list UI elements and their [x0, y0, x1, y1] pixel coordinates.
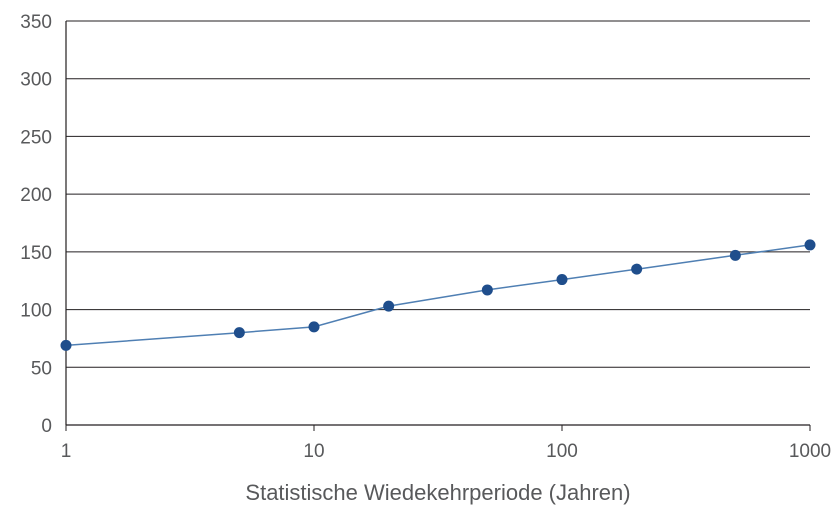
y-tick-label: 300	[20, 70, 52, 91]
series-line	[65, 244, 811, 347]
data-point	[383, 300, 395, 312]
x-axis-title: Statistische Wiedekehrperiode (Jahren)	[245, 480, 630, 505]
grid-lines	[66, 20, 810, 368]
data-point	[556, 274, 568, 286]
y-tick-label: 350	[20, 12, 52, 33]
x-tick-label: 100	[546, 441, 578, 462]
data-point	[481, 284, 493, 296]
y-tick-label: 150	[20, 243, 52, 264]
series-group	[60, 239, 816, 351]
data-point	[308, 321, 320, 333]
data-point	[729, 249, 741, 261]
y-tick-label: 250	[20, 127, 52, 148]
x-tick-label: 1000	[789, 441, 831, 462]
data-point	[60, 339, 72, 351]
data-point	[631, 263, 643, 275]
x-tick-label: 10	[303, 441, 324, 462]
data-point	[233, 327, 245, 339]
y-tick-label: 0	[41, 416, 52, 437]
y-tick-label: 50	[31, 358, 52, 379]
y-tick-label: 200	[20, 185, 52, 206]
axes	[65, 21, 810, 426]
x-tick-label: 1	[61, 441, 72, 462]
y-tick-labels: 0 50 100 150 200 250 300 350	[20, 12, 52, 437]
y-tick-label: 100	[20, 301, 52, 322]
data-point	[804, 239, 816, 251]
x-tick-labels: 1 10 100 1000	[61, 425, 831, 462]
